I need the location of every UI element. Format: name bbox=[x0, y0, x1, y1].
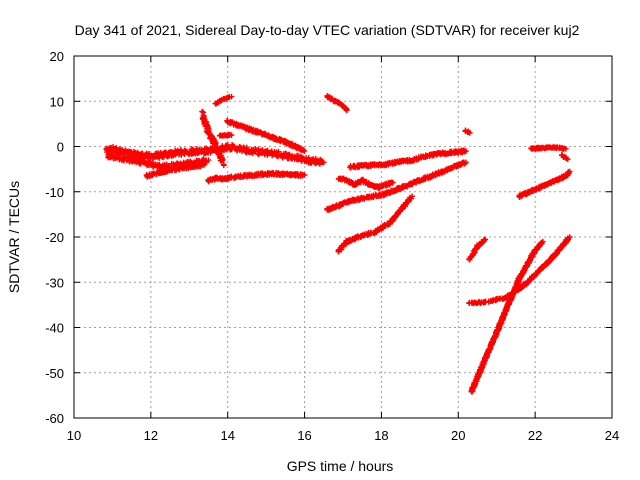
data-points bbox=[103, 93, 573, 395]
grid-lines bbox=[74, 56, 612, 418]
data-point bbox=[467, 130, 473, 136]
x-tick-label: 24 bbox=[605, 428, 619, 443]
x-tick-label: 10 bbox=[67, 428, 81, 443]
data-point bbox=[221, 161, 227, 168]
y-tick-label: -40 bbox=[45, 321, 64, 336]
x-tick-label: 22 bbox=[528, 428, 542, 443]
y-tick-label: -50 bbox=[45, 366, 64, 381]
data-point bbox=[231, 143, 238, 150]
axis-ticks: 10 12 14 16 18 20 22 24 20 10 0 -10 -20 -30 -40 -50 -60 bbox=[45, 49, 619, 443]
y-tick-label: 20 bbox=[50, 49, 64, 64]
data-point bbox=[178, 152, 185, 158]
x-tick-label: 18 bbox=[374, 428, 388, 443]
chart-title: Day 341 of 2021, Sidereal Day-to-day VTE… bbox=[75, 22, 580, 38]
y-axis-label: SDTVAR / TECUs bbox=[6, 181, 22, 293]
y-tick-label: -30 bbox=[45, 275, 64, 290]
x-tick-label: 12 bbox=[144, 428, 158, 443]
data-point bbox=[183, 148, 189, 154]
data-point bbox=[563, 145, 569, 152]
data-point bbox=[540, 238, 546, 245]
data-point bbox=[566, 168, 573, 175]
data-point bbox=[301, 172, 308, 178]
x-tick-label: 14 bbox=[220, 428, 234, 443]
y-tick-label: 10 bbox=[50, 94, 64, 109]
data-point bbox=[390, 179, 396, 186]
data-point bbox=[463, 148, 469, 154]
x-tick-label: 16 bbox=[297, 428, 311, 443]
data-point bbox=[463, 159, 469, 166]
data-point bbox=[320, 159, 327, 166]
data-point bbox=[205, 157, 212, 163]
data-point bbox=[301, 148, 308, 154]
data-point bbox=[201, 161, 208, 168]
data-point bbox=[219, 157, 226, 163]
x-tick-label: 20 bbox=[451, 428, 465, 443]
data-point bbox=[279, 154, 286, 161]
data-point bbox=[199, 108, 205, 115]
data-point bbox=[482, 236, 488, 243]
data-point bbox=[228, 132, 235, 138]
y-tick-label: -60 bbox=[45, 411, 64, 426]
y-tick-label: -20 bbox=[45, 230, 64, 245]
data-point bbox=[566, 234, 573, 240]
data-point bbox=[228, 93, 235, 100]
data-point bbox=[409, 193, 415, 200]
data-point bbox=[343, 106, 349, 113]
data-point bbox=[344, 107, 350, 114]
x-axis-label: GPS time / hours bbox=[287, 458, 394, 474]
y-tick-label: -10 bbox=[45, 185, 64, 200]
data-point bbox=[565, 156, 571, 162]
y-tick-label: 0 bbox=[57, 140, 64, 155]
